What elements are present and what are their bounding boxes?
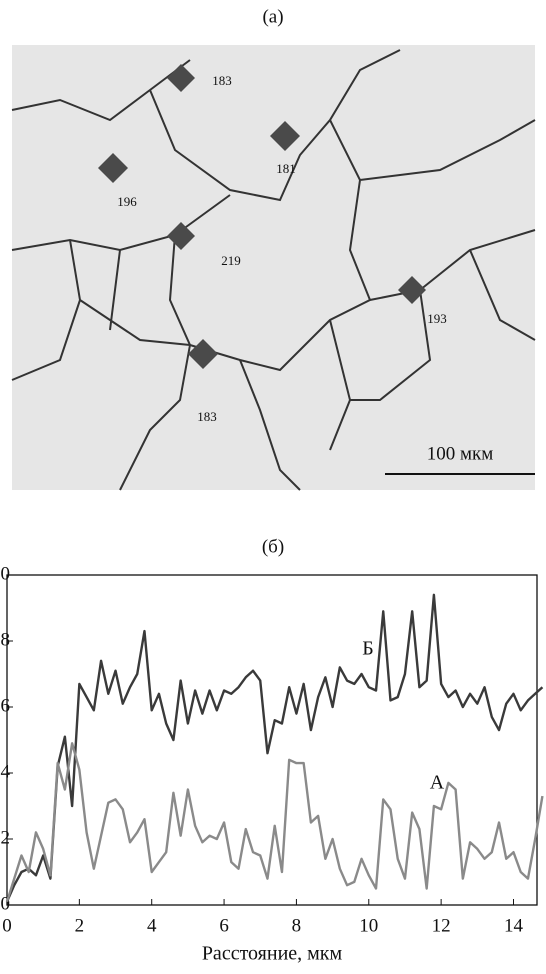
- x-tick-label: 6: [219, 915, 229, 936]
- x-tick-label: 8: [292, 915, 302, 936]
- chart-title: (б): [262, 536, 284, 557]
- x-tick-label: 14: [504, 915, 524, 936]
- y-tick-label: 2: [1, 827, 11, 848]
- y-tick-label: 10: [0, 563, 10, 584]
- indents: [98, 64, 426, 369]
- series-label: Б: [362, 638, 373, 660]
- plot-frame: [6, 574, 538, 906]
- x-axis-label: Расстояние, мкм: [202, 943, 343, 965]
- y-tick-label: 4: [1, 761, 11, 782]
- hardness-label: 219: [221, 253, 241, 268]
- grain-boundaries: [11, 49, 536, 491]
- panel-label: (а): [262, 6, 283, 27]
- x-tick-label: 10: [359, 915, 378, 936]
- y-tick-label: 6: [1, 695, 11, 716]
- hardness-label: 181: [276, 161, 296, 176]
- hardness-label: 183: [197, 409, 217, 424]
- x-tick-label: 0: [2, 915, 12, 936]
- data-line: [5, 593, 544, 903]
- hardness-label: 196: [117, 194, 137, 209]
- hardness-label: 193: [427, 311, 447, 326]
- series-label: А: [430, 772, 445, 794]
- x-tick-label: 2: [75, 915, 85, 936]
- x-tick-label: 12: [432, 915, 451, 936]
- data-line: [5, 742, 544, 903]
- hardness-label: 183: [212, 73, 232, 88]
- y-tick-label: 0: [1, 893, 11, 914]
- x-tick-label: 4: [147, 915, 157, 936]
- y-tick-label: 8: [1, 629, 11, 650]
- scale-bar-label: 100 мкм: [427, 443, 494, 464]
- micrograph: 183 181 196 219 193 183 100 мкм: [11, 45, 536, 491]
